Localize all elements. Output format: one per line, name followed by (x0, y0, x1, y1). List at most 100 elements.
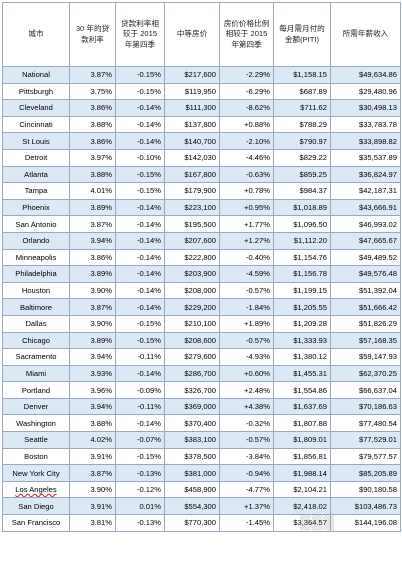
cell-city-text: Los Angeles (15, 485, 57, 495)
cell-rate-change: -0.15% (115, 314, 165, 333)
cell-mortgage-rate: 3.88% (69, 165, 116, 184)
cell-monthly-payment: $1,199.15 (273, 281, 331, 300)
cell-required-salary: $51,826.29 (330, 314, 401, 333)
table-row: Boston 3.91% -0.15% $378,500 -3.84% $1,856.81… (2, 447, 401, 466)
cell-monthly-payment: $1,807.88 (273, 414, 331, 433)
cell-price-change: -0.57% (219, 431, 274, 449)
header-rate-change: 贷款利率相较于 2015 年第四季 (115, 2, 165, 67)
header-monthly-payment: 每月需月付的金额(PITI) (273, 2, 331, 67)
cell-rate-change: -0.14% (115, 298, 165, 316)
cell-mortgage-rate: 3.89% (69, 198, 116, 217)
cell-city: Cleveland (2, 99, 70, 117)
cell-mortgage-rate: 3.81% (69, 514, 116, 532)
cell-mortgage-rate: 3.94% (69, 231, 116, 250)
cell-monthly-payment: $790.97 (273, 132, 331, 150)
table-row: Miami 3.93% -0.14% $286,700 +0.60% $1,455.31 $… (2, 364, 401, 383)
table-row: Cincinnati 3.88% -0.14% $137,800 +0.88% $788.… (2, 115, 401, 134)
cell-required-salary: $33,783.78 (330, 115, 401, 134)
cell-mortgage-rate: 4.02% (69, 431, 116, 449)
cell-price-change: -2.29% (219, 66, 274, 84)
cell-required-salary: $57,168.35 (330, 331, 401, 350)
cell-rate-change: -0.13% (115, 514, 165, 532)
cell-rate-change: -0.14% (115, 248, 165, 267)
cell-required-salary: $33,898.82 (330, 132, 401, 150)
cell-median-price: $458,900 (164, 480, 220, 499)
cell-mortgage-rate: 3.87% (69, 464, 116, 482)
cell-price-change: +4.38% (219, 397, 274, 416)
cell-city: Chicago (2, 331, 70, 350)
cell-city: San Antonio (2, 215, 70, 233)
table-row: St Louis 3.86% -0.14% $140,700 -2.10% $790.97… (2, 132, 401, 150)
cell-rate-change: -0.15% (115, 66, 165, 84)
cell-city: Pittsburgh (2, 82, 70, 101)
cell-required-salary: $49,489.52 (330, 248, 401, 267)
cell-median-price: $326,700 (164, 381, 220, 399)
cell-required-salary: $49,576.48 (330, 265, 401, 283)
cell-rate-change: -0.14% (115, 231, 165, 250)
cell-mortgage-rate: 4.01% (69, 182, 116, 200)
cell-mortgage-rate: 3.91% (69, 447, 116, 466)
table-row: Washington 3.88% -0.14% $370,400 -0.32% $1,80… (2, 414, 401, 433)
cell-rate-change: -0.15% (115, 331, 165, 350)
cell-price-change: -4.77% (219, 480, 274, 499)
header-price-change: 房价价格比例相较于 2015 年第四季 (219, 2, 274, 67)
cell-price-change: +2.48% (219, 381, 274, 399)
cell-mortgage-rate: 3.94% (69, 348, 116, 366)
cell-city: Detroit (2, 148, 70, 167)
table-row: Phoenix 3.89% -0.14% $223,100 +0.95% $1,018.8… (2, 198, 401, 217)
cell-median-price: $208,600 (164, 331, 220, 350)
cell-monthly-payment: $1,380.12 (273, 348, 331, 366)
cell-city: Miami (2, 364, 70, 383)
cell-rate-change: -0.13% (115, 464, 165, 482)
cell-required-salary: $35,537.89 (330, 148, 401, 167)
cell-city: Tampa (2, 182, 70, 200)
cell-median-price: $378,500 (164, 447, 220, 466)
cell-price-change: +0.78% (219, 182, 274, 200)
cell-price-change: -4.93% (219, 348, 274, 366)
cell-monthly-payment: $1,455.31 (273, 364, 331, 383)
cell-price-change: +1.27% (219, 231, 274, 250)
header-mortgage-rate: 30 年的贷款利率 (69, 2, 116, 67)
cell-required-salary: $36,824.97 (330, 165, 401, 184)
cell-city: San Diego (2, 497, 70, 516)
cell-city: Sacramento (2, 348, 70, 366)
cell-median-price: $381,000 (164, 464, 220, 482)
cell-city: San Francisco (2, 514, 70, 532)
cell-required-salary: $49,634.86 (330, 66, 401, 84)
table-row: San Francisco 3.81% -0.13% $770,300 -1.45% $3… (2, 514, 401, 532)
table-row: Cleveland 3.86% -0.14% $111,300 -8.62% $711.6… (2, 99, 401, 117)
cell-city: Denver (2, 397, 70, 416)
cell-price-change: -3.84% (219, 447, 274, 466)
cell-monthly-payment: $1,205.55 (273, 298, 331, 316)
cell-rate-change: -0.14% (115, 215, 165, 233)
cell-rate-change: -0.15% (115, 82, 165, 101)
cell-median-price: $383,100 (164, 431, 220, 449)
cell-required-salary: $103,486.73 (330, 497, 401, 516)
cell-mortgage-rate: 3.90% (69, 314, 116, 333)
cell-required-salary: $30,498.13 (330, 99, 401, 117)
table-row: New York City 3.87% -0.13% $381,000 -0.94% $1… (2, 464, 401, 482)
cell-rate-change: -0.14% (115, 414, 165, 433)
cell-price-change: -4.59% (219, 265, 274, 283)
table-row: Seattle 4.02% -0.07% $383,100 -0.57% $1,809.0… (2, 431, 401, 449)
cell-mortgage-rate: 3.86% (69, 132, 116, 150)
cell-required-salary: $59,147.93 (330, 348, 401, 366)
table-row: National 3.87% -0.15% $217,600 -2.29% $1,158.… (2, 66, 401, 84)
cell-city: Boston (2, 447, 70, 466)
cell-mortgage-rate: 3.94% (69, 397, 116, 416)
table-body: National 3.87% -0.15% $217,600 -2.29% $1,158.… (2, 66, 401, 532)
cell-rate-change: -0.10% (115, 148, 165, 167)
cell-monthly-payment: $829.22 (273, 148, 331, 167)
cell-rate-change: -0.14% (115, 198, 165, 217)
cell-rate-change: -0.15% (115, 182, 165, 200)
cell-required-salary: $46,993.02 (330, 215, 401, 233)
cell-monthly-payment: $1,856.81 (273, 447, 331, 466)
cell-rate-change: -0.14% (115, 115, 165, 134)
cell-required-salary: $66,637.04 (330, 381, 401, 399)
cell-price-change: -0.32% (219, 414, 274, 433)
cell-monthly-payment: $788.29 (273, 115, 331, 134)
table-row: Baltimore 3.87% -0.14% $229,200 -1.84% $1,205… (2, 298, 401, 316)
cell-mortgage-rate: 3.88% (69, 115, 116, 134)
cell-rate-change: -0.14% (115, 132, 165, 150)
cell-required-salary: $70,186.63 (330, 397, 401, 416)
